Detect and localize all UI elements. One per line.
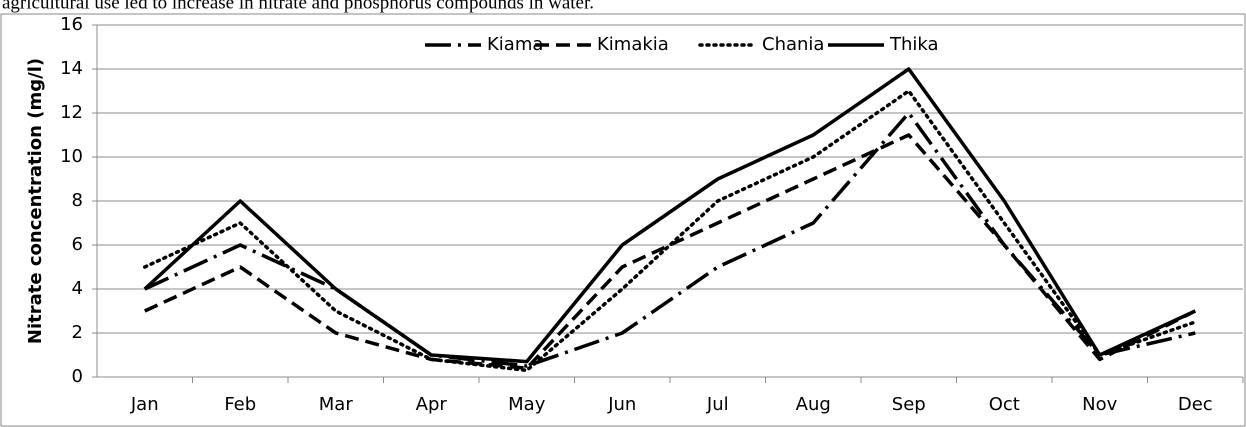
legend-label: Kimakia xyxy=(597,34,669,55)
x-tick-label: Mar xyxy=(319,394,354,415)
x-tick-label: Apr xyxy=(416,394,448,415)
y-tick-label: 16 xyxy=(60,14,83,35)
series-line xyxy=(144,111,1196,368)
x-tick-label: Oct xyxy=(989,394,1020,415)
x-tick-label: Nov xyxy=(1082,394,1117,415)
chart-frame xyxy=(0,13,1246,427)
y-tick-label: 4 xyxy=(72,278,83,299)
x-tick-label: Aug xyxy=(796,394,831,415)
x-tick-label: May xyxy=(508,394,546,415)
legend-label: Kiama xyxy=(487,34,543,55)
y-tick-label: 0 xyxy=(72,366,83,387)
caption: agricultural use led to increase in nitr… xyxy=(2,0,594,13)
x-tick-label: Dec xyxy=(1178,394,1213,415)
y-tick-label: 6 xyxy=(72,234,83,255)
x-tick-label: Feb xyxy=(224,394,256,415)
y-tick-label: 2 xyxy=(72,322,83,343)
x-tick-label: Sep xyxy=(892,394,926,415)
series-line xyxy=(143,67,1196,364)
series-line xyxy=(144,133,1197,370)
y-axis-label: Nitrate concentration (mg/l) xyxy=(25,58,46,344)
x-tick-label: Jul xyxy=(706,394,729,415)
y-tick-label: 12 xyxy=(60,102,83,123)
y-tick-label: 10 xyxy=(60,146,83,167)
y-tick-label: 14 xyxy=(60,58,83,79)
x-tick-label: Jun xyxy=(607,394,636,415)
series-line xyxy=(143,89,1197,373)
legend-label: Chania xyxy=(762,34,824,55)
legend-label: Thika xyxy=(889,34,939,55)
x-tick-label: Jan xyxy=(130,394,159,415)
y-tick-label: 8 xyxy=(72,190,83,211)
